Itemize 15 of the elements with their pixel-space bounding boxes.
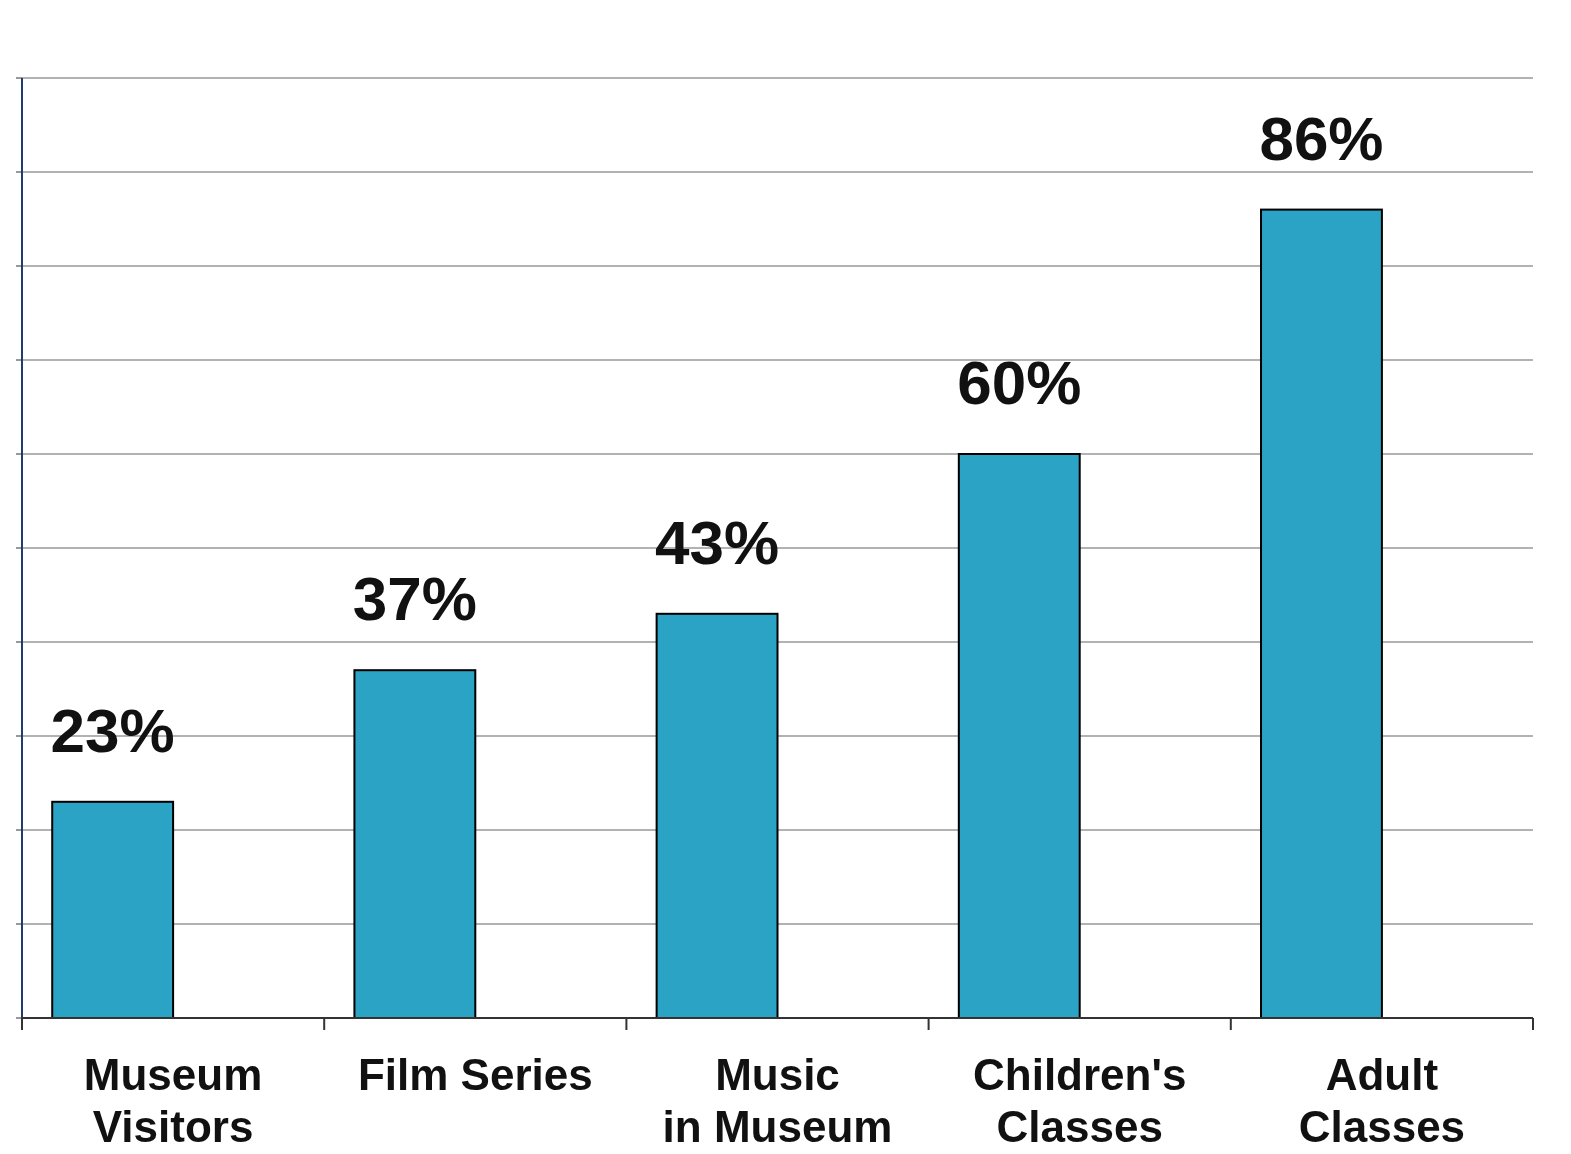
x-tick-label: Film Series [357,1050,593,1099]
x-tick-label: Music in Museum [662,1050,893,1151]
data-label: 60% [957,348,1082,417]
bar [655,612,779,1019]
bar [1260,208,1383,1019]
x-tick-label: Museum Visitors [83,1050,263,1151]
x-tick-label: Adult Classes [1298,1050,1466,1151]
data-label: 37% [352,564,477,634]
data-label: 23% [50,695,175,765]
bar [353,669,477,1019]
data-label: 43% [655,507,780,577]
data-label: 86% [1259,103,1384,173]
x-tick-label: Children's Classes [973,1050,1187,1151]
bar [51,800,175,1019]
bar [957,453,1081,1019]
